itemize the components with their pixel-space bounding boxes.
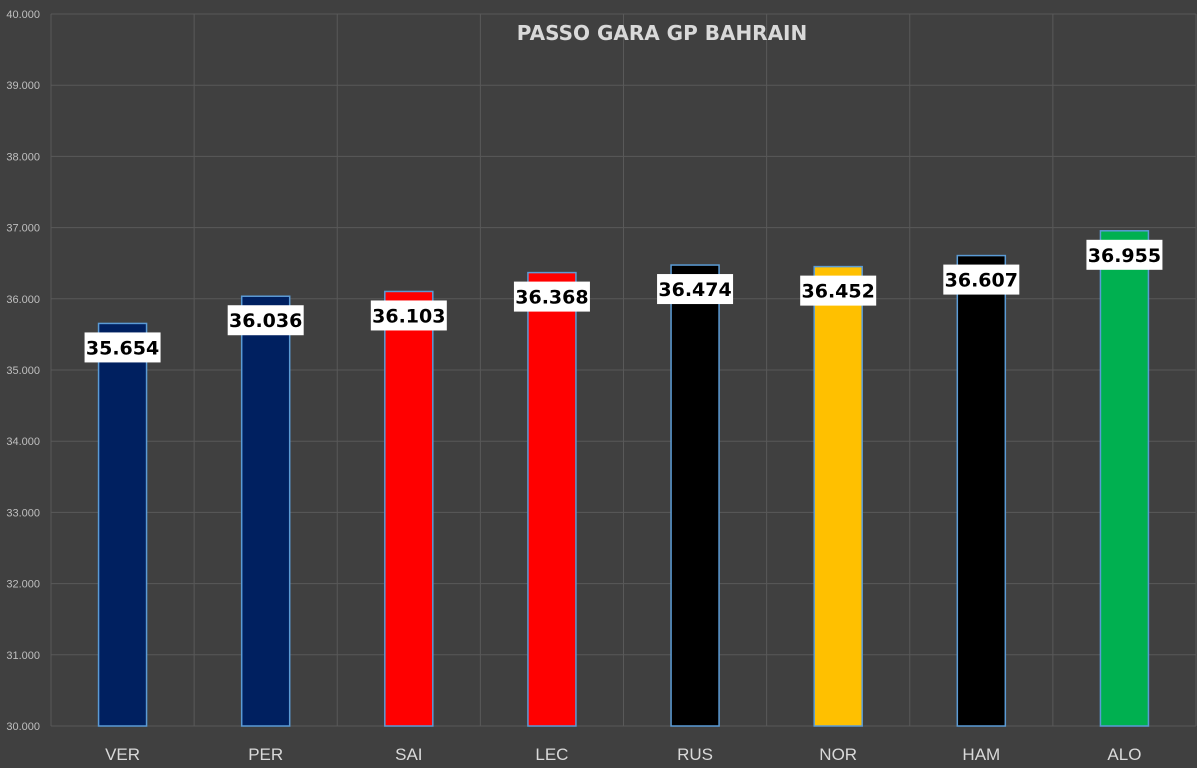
bar-lec (527, 271, 577, 727)
data-label-ver: 35.654 (86, 337, 159, 359)
bar-sai (384, 290, 434, 727)
data-label-box (84, 332, 161, 363)
chart-title: PASSO GARA GP BAHRAIN (517, 21, 807, 45)
y-tick-label: 37.000 (6, 223, 40, 235)
y-tick-label: 40.000 (6, 9, 40, 21)
bars (97, 230, 1150, 727)
x-tick-label-rus: RUS (677, 745, 713, 764)
bar-ham (956, 254, 1007, 727)
y-tick-label: 38.000 (6, 151, 40, 163)
x-tick-label-nor: NOR (819, 745, 857, 764)
y-tick-label: 36.000 (6, 294, 40, 306)
y-tick-label: 33.000 (6, 507, 40, 519)
data-label-ham: 36.607 (945, 270, 1018, 292)
y-tick-label: 39.000 (6, 80, 40, 92)
x-tick-label-lec: LEC (535, 745, 568, 764)
bar-alo (1099, 230, 1150, 727)
x-tick-label-alo: ALO (1107, 745, 1141, 764)
y-tick-label: 35.000 (6, 365, 40, 377)
y-tick-label: 34.000 (6, 436, 40, 448)
data-label-sai: 36.103 (372, 305, 445, 327)
data-label-box (943, 264, 1020, 295)
x-tick-label-ham: HAM (962, 745, 1000, 764)
bar-rus (670, 264, 720, 727)
y-tick-label: 31.000 (6, 650, 40, 662)
data-label-rus: 36.474 (658, 279, 731, 301)
y-tick-label: 30.000 (6, 721, 40, 733)
data-label-alo: 36.955 (1088, 245, 1161, 267)
data-label-box (1086, 239, 1163, 270)
bar-nor (813, 265, 863, 727)
bar-per (240, 295, 291, 727)
data-labels: 35.654 36.036 36.103 36.368 36.474 36.452 36.6… (84, 239, 1163, 363)
x-tick-label-per: PER (248, 745, 283, 764)
y-tick-label: 32.000 (6, 579, 40, 591)
data-label-box (800, 275, 877, 306)
data-label-per: 36.036 (229, 310, 302, 332)
bar-ver (97, 322, 148, 727)
data-label-lec: 36.368 (515, 287, 588, 309)
data-label-box (513, 281, 590, 312)
x-tick-label-sai: SAI (395, 745, 422, 764)
y-axis-tick-labels: 30.000 31.000 32.000 33.000 34.000 35.000 36.0… (6, 9, 40, 733)
x-tick-label-ver: VER (105, 745, 140, 764)
x-axis-tick-labels: VER PER SAI LEC RUS NOR HAM ALO (105, 745, 1141, 764)
data-label-box (227, 305, 304, 336)
data-label-box (370, 300, 447, 331)
data-label-nor: 36.452 (802, 281, 875, 303)
data-label-box (657, 274, 734, 305)
